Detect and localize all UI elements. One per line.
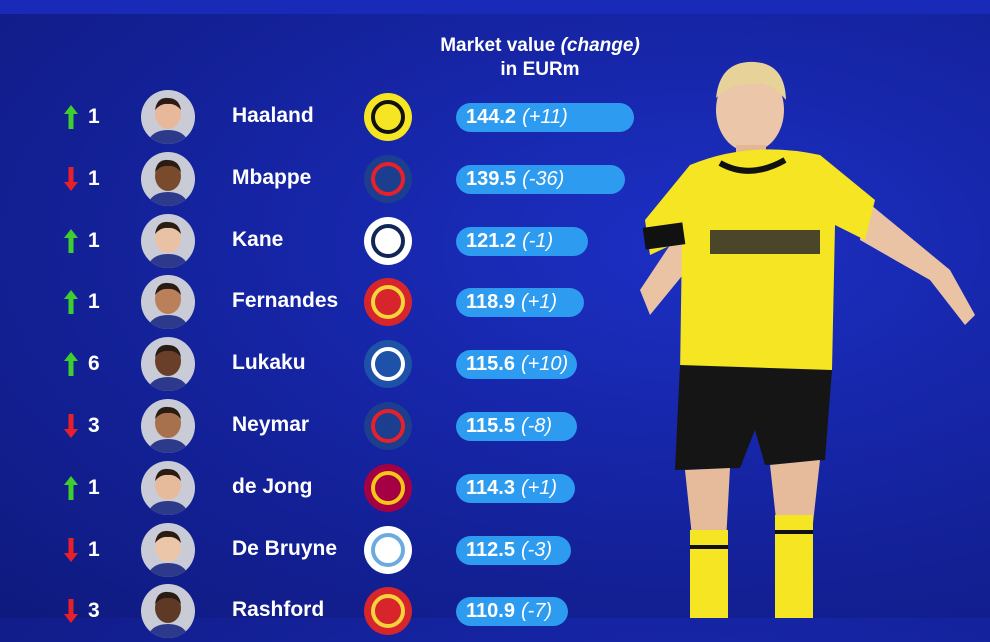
market-value-change: (+11) bbox=[522, 106, 568, 128]
player-avatar bbox=[141, 90, 195, 144]
psg-crest-icon bbox=[364, 154, 412, 203]
chart-header: Market value (change) in EURm bbox=[420, 34, 660, 82]
market-value-change: (-1) bbox=[522, 229, 554, 252]
market-value-bar: 112.5 (-3) bbox=[456, 535, 571, 565]
ranking-row: 1 Mbappe 139.5 (-36) bbox=[0, 150, 660, 210]
player-avatar bbox=[141, 584, 195, 639]
market-value-label: 114.3 bbox=[466, 476, 515, 499]
arrow-down-icon bbox=[64, 166, 78, 191]
market-value-label: 144.2 bbox=[466, 106, 517, 128]
rank-change-value: 1 bbox=[88, 537, 100, 561]
player-avatar bbox=[141, 460, 195, 515]
ranking-row: 6 Lukaku 115.6 (+10) bbox=[0, 335, 660, 395]
ranking-row: 1 Kane 121.2 (-1) bbox=[0, 212, 660, 272]
rank-change-value: 1 bbox=[88, 475, 100, 499]
ranking-row: 1 Fernandes 118.9 (+1) bbox=[0, 273, 660, 333]
rank-change: 1 bbox=[64, 226, 124, 256]
rank-change: 1 bbox=[64, 287, 124, 317]
arrow-up-icon bbox=[64, 105, 78, 129]
market-value-label: 118.9 bbox=[466, 291, 515, 314]
player-avatar bbox=[141, 337, 195, 392]
player-avatar bbox=[141, 275, 195, 330]
arrow-down-icon bbox=[64, 414, 78, 438]
ranking-row: 3 Rashford 110.9 (-7) bbox=[0, 582, 660, 642]
header-line1-italic: (change) bbox=[560, 35, 640, 56]
rank-change-value: 1 bbox=[88, 166, 100, 190]
player-name: Fernandes bbox=[232, 289, 339, 313]
man-united-crest-icon bbox=[364, 587, 412, 636]
rank-change: 6 bbox=[64, 349, 124, 379]
rank-change: 1 bbox=[64, 473, 124, 503]
player-name: de Jong bbox=[232, 474, 313, 498]
rank-change: 1 bbox=[64, 535, 124, 565]
market-value-label: 139.5 bbox=[466, 167, 517, 190]
market-value-label: 115.6 bbox=[466, 353, 515, 376]
arrow-down-icon bbox=[64, 599, 78, 624]
rank-change-value: 1 bbox=[88, 290, 100, 314]
market-value-change: (-3) bbox=[520, 538, 553, 561]
ranking-row: 3 Neymar 115.5 (-8) bbox=[0, 397, 660, 457]
header-line1: Market value bbox=[440, 35, 561, 56]
market-value-bar: 115.6 (+10) bbox=[456, 350, 578, 380]
player-name: De Bruyne bbox=[232, 536, 338, 560]
rank-change-value: 1 bbox=[88, 228, 100, 252]
player-name: Lukaku bbox=[232, 351, 306, 375]
rank-change: 3 bbox=[64, 411, 124, 441]
market-value-label: 115.5 bbox=[466, 415, 515, 437]
bvb-crest-icon bbox=[364, 93, 412, 141]
market-value-bar: 115.5 (-8) bbox=[456, 412, 577, 441]
ranking-row: 1 de Jong 114.3 (+1) bbox=[0, 459, 660, 519]
market-value-bar: 110.9 (-7) bbox=[456, 597, 568, 627]
ranking-row: 1 Haaland 144.2 (+11) bbox=[0, 88, 660, 148]
arrow-up-icon bbox=[64, 290, 78, 315]
arrow-up-icon bbox=[64, 228, 78, 253]
rank-change-value: 6 bbox=[88, 352, 100, 376]
rank-change-value: 3 bbox=[88, 414, 100, 437]
market-value-bar: 114.3 (+1) bbox=[456, 473, 575, 503]
player-avatar bbox=[141, 522, 195, 577]
player-name: Rashford bbox=[232, 598, 325, 622]
man-city-crest-icon bbox=[364, 525, 412, 574]
rank-change: 1 bbox=[64, 164, 124, 194]
rank-change-value: 1 bbox=[88, 105, 100, 128]
man-united-crest-icon bbox=[364, 278, 412, 327]
player-avatar bbox=[141, 151, 195, 206]
arrow-down-icon bbox=[64, 537, 78, 562]
chelsea-crest-icon bbox=[364, 340, 412, 389]
market-value-bar: 118.9 (+1) bbox=[456, 288, 584, 318]
market-value-change: (+10) bbox=[520, 353, 569, 376]
top-banner bbox=[0, 0, 990, 14]
arrow-up-icon bbox=[64, 475, 78, 500]
market-value-bar: 121.2 (-1) bbox=[456, 226, 589, 256]
tottenham-crest-icon bbox=[364, 216, 412, 265]
market-value-label: 110.9 bbox=[466, 600, 515, 623]
market-value-label: 121.2 bbox=[466, 229, 517, 252]
market-value-bar: 139.5 (-36) bbox=[456, 164, 625, 194]
market-value-change: (-7) bbox=[520, 600, 553, 623]
player-name: Kane bbox=[232, 227, 284, 251]
rank-change: 1 bbox=[64, 102, 124, 132]
market-value-label: 112.5 bbox=[466, 538, 515, 561]
rank-change-value: 3 bbox=[88, 599, 100, 623]
player-avatar bbox=[141, 399, 195, 453]
psg-crest-icon bbox=[364, 402, 412, 450]
player-avatar bbox=[141, 213, 195, 268]
header-line2: in EURm bbox=[500, 59, 580, 80]
arrow-up-icon bbox=[64, 352, 78, 377]
market-value-change: (-36) bbox=[522, 167, 565, 190]
player-name: Mbappe bbox=[232, 165, 312, 189]
market-value-change: (-8) bbox=[520, 415, 553, 437]
featured-player-image bbox=[640, 61, 975, 618]
barcelona-crest-icon bbox=[364, 463, 412, 512]
player-name: Haaland bbox=[232, 104, 314, 127]
market-value-bar: 144.2 (+11) bbox=[456, 103, 635, 132]
market-value-change: (+1) bbox=[520, 291, 558, 314]
player-name: Neymar bbox=[232, 413, 310, 436]
ranking-row: 1 De Bruyne 112.5 (-3) bbox=[0, 521, 660, 581]
rank-change: 3 bbox=[64, 596, 124, 626]
market-value-change: (+1) bbox=[520, 476, 558, 499]
